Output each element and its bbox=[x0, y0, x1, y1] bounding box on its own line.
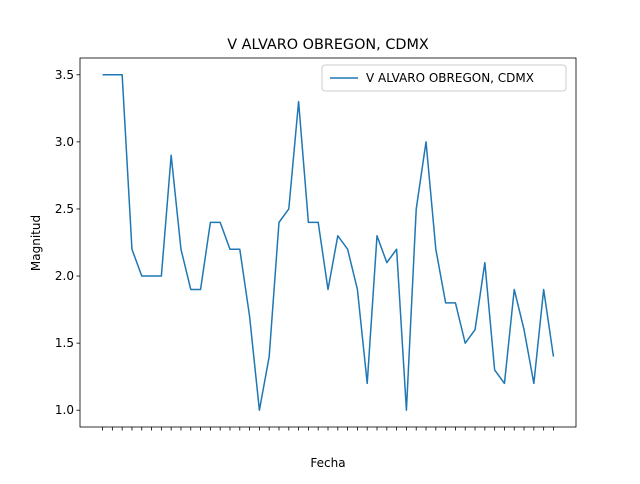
y-tick-label: 1.0 bbox=[55, 403, 74, 417]
plot-frame bbox=[79, 57, 577, 428]
legend-box bbox=[321, 64, 567, 92]
line-series bbox=[102, 74, 555, 411]
y-tick-label: 3.0 bbox=[55, 135, 74, 149]
chart-title: V ALVARO OBREGON, CDMX bbox=[227, 37, 429, 53]
y-axis-label: Magnitud bbox=[29, 215, 43, 271]
x-axis-label: Fecha bbox=[310, 456, 345, 470]
y-tick-label: 2.5 bbox=[55, 202, 74, 216]
y-tick-label: 2.0 bbox=[55, 269, 74, 283]
legend-label: V ALVARO OBREGON, CDMX bbox=[366, 71, 534, 85]
y-tick-label: 1.5 bbox=[55, 336, 74, 350]
y-tick-label: 3.5 bbox=[55, 68, 74, 82]
